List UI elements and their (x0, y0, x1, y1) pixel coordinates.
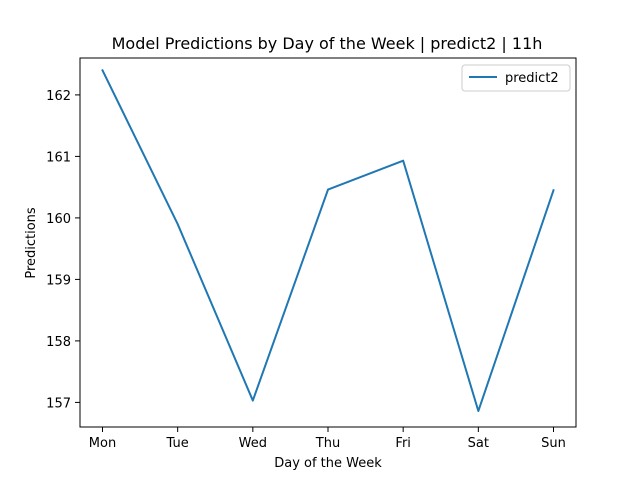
chart-title: Model Predictions by Day of the Week | p… (112, 34, 543, 53)
y-tick-label: 161 (46, 150, 71, 165)
y-tick-label: 158 (46, 335, 71, 350)
plot-area (79, 57, 577, 428)
y-tick-label: 157 (46, 396, 71, 411)
y-tick-label: 162 (46, 89, 71, 104)
x-tick-label: Thu (315, 436, 340, 451)
x-axis: Mon Tue Wed Thu Fri Sat Sun (89, 427, 566, 451)
series-layer (101, 68, 555, 413)
x-tick-label: Tue (166, 436, 189, 451)
legend: predict2 (461, 64, 571, 92)
x-tick-label: Sat (468, 436, 489, 451)
y-axis-label: Predictions (24, 207, 39, 279)
y-tick-label: 159 (46, 273, 71, 288)
y-axis: 157 158 159 160 161 162 (46, 89, 80, 411)
legend-box (461, 64, 571, 92)
x-axis-label: Day of the Week (274, 456, 382, 471)
x-tick-label: Wed (239, 436, 267, 451)
y-tick-label: 160 (46, 212, 71, 227)
legend-label: predict2 (505, 71, 559, 86)
x-tick-label: Mon (89, 436, 116, 451)
x-tick-label: Sun (541, 436, 566, 451)
x-tick-label: Fri (395, 436, 411, 451)
